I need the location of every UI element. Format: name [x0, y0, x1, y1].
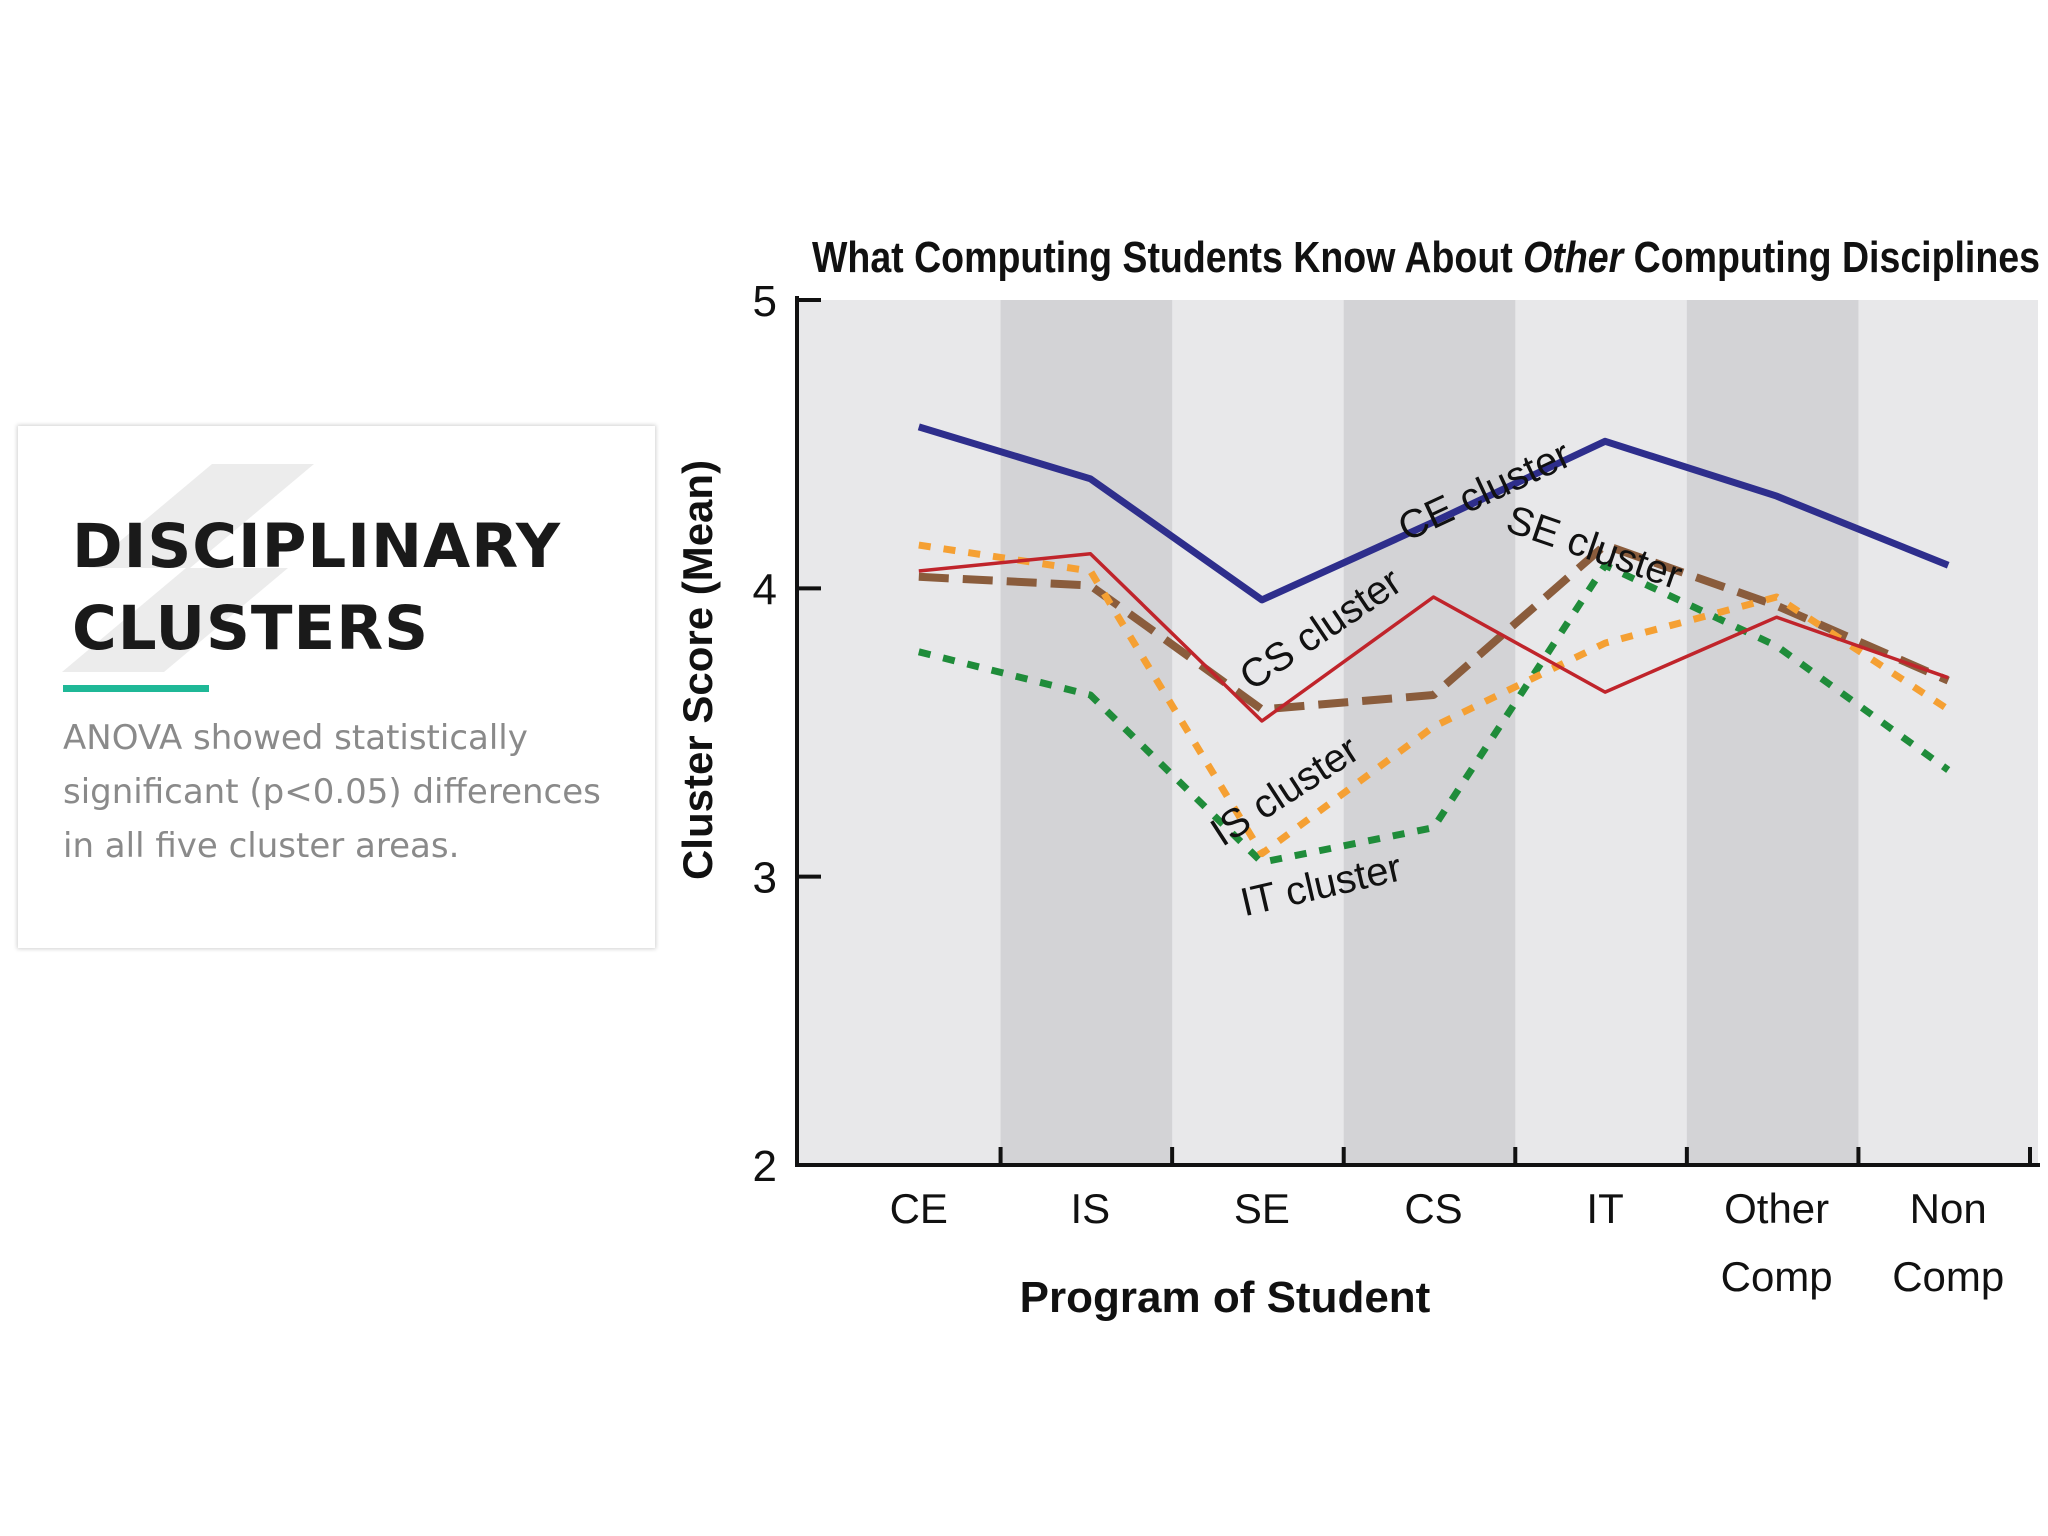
series-line-it-cluster	[917, 561, 1951, 866]
card-title: DISCIPLINARY CLUSTERS	[72, 506, 561, 670]
info-card: DISCIPLINARY CLUSTERS ANOVA showed stati…	[18, 426, 655, 948]
series-line-is-cluster	[918, 541, 1951, 858]
series-line-cs-cluster	[918, 551, 1949, 723]
y-tick-label-4: 4	[753, 565, 777, 614]
y-axis-label: Cluster Score (Mean)	[674, 460, 721, 880]
y-tick-label-3: 3	[753, 854, 777, 903]
series-line-se-cluster	[918, 541, 1950, 714]
x-tick-label-6: Non Comp	[1892, 1185, 2004, 1300]
x-tick-label-5: Other Comp	[1721, 1185, 1833, 1300]
x-tick-label-2: SE	[1234, 1185, 1290, 1232]
card-title-line-2: CLUSTERS	[72, 593, 430, 664]
x-tick-label-line: IS	[1071, 1185, 1111, 1232]
card-stripe-decoration	[62, 464, 314, 672]
x-tick-label-1: IS	[1071, 1185, 1111, 1232]
card-title-line-1: DISCIPLINARY	[72, 511, 562, 582]
x-axis-label: Program of Student	[1020, 1273, 1431, 1322]
line-chart: What Computing Students Know About Other…	[674, 233, 2040, 1322]
chart-axes	[795, 296, 2040, 1167]
chart-title: What Computing Students Know About Other…	[812, 233, 2040, 282]
background-band-5	[1686, 300, 1859, 1165]
x-tick-label-4: IT	[1586, 1185, 1623, 1232]
x-tick-label-line: Non	[1910, 1185, 1987, 1232]
y-tick-label-5: 5	[753, 277, 777, 326]
x-tick-label-0: CE	[890, 1185, 948, 1232]
chart-background-bands	[797, 300, 2038, 1165]
background-band-1	[1000, 300, 1173, 1165]
x-tick-label-line: IT	[1586, 1185, 1623, 1232]
x-tick-label-line: CS	[1404, 1185, 1462, 1232]
chart-title-part-2: Computing Disciplines	[1623, 233, 2040, 282]
chart-series	[917, 423, 1951, 866]
x-tick-label-line: Comp	[1721, 1253, 1833, 1300]
y-tick-label-2: 2	[753, 1142, 777, 1191]
series-line-ce-cluster	[917, 423, 1950, 604]
chart-title-part-1: Other	[1523, 233, 1625, 282]
chart-title-part-0: What Computing Students Know About	[812, 233, 1523, 282]
x-tick-label-line: Comp	[1892, 1253, 2004, 1300]
card-accent-bar	[63, 685, 209, 692]
x-tick-label-line: CE	[890, 1185, 948, 1232]
card-body-text: ANOVA showed statistically significant (…	[63, 718, 601, 866]
x-tick-label-line: SE	[1234, 1185, 1290, 1232]
x-tick-label-3: CS	[1404, 1185, 1462, 1232]
x-tick-label-line: Other	[1724, 1185, 1829, 1232]
